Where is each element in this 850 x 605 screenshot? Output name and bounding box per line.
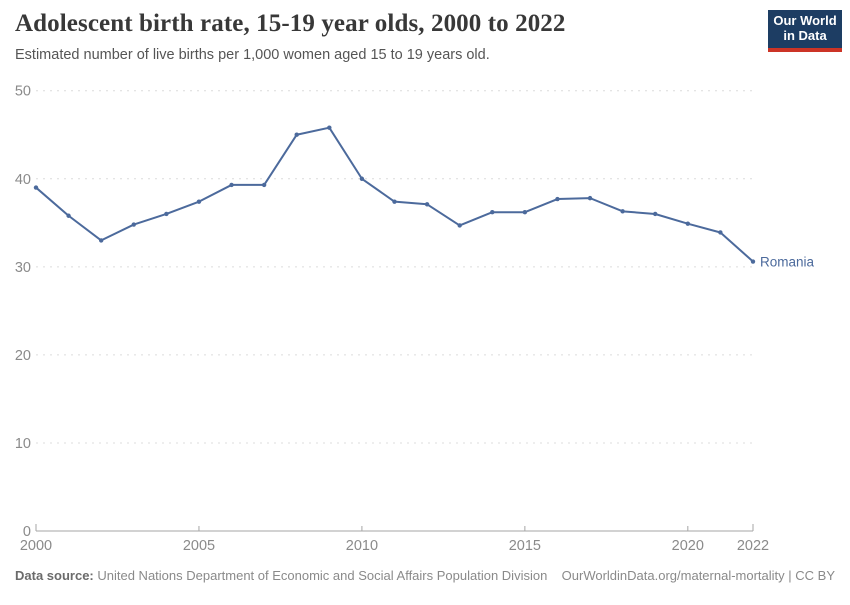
data-point[interactable] (457, 223, 462, 228)
series-label-romania[interactable]: Romania (760, 255, 815, 270)
chart-title: Adolescent birth rate, 15-19 year olds, … (15, 10, 566, 37)
attribution: OurWorldinData.org/maternal-mortality | … (561, 568, 835, 583)
data-point[interactable] (392, 199, 397, 204)
x-tick-label: 2022 (737, 538, 769, 554)
x-tick-label: 2010 (346, 538, 378, 554)
data-point[interactable] (718, 230, 723, 235)
data-point[interactable] (66, 213, 71, 218)
y-tick-label: 50 (15, 84, 31, 100)
data-point[interactable] (98, 238, 104, 243)
data-point[interactable] (196, 199, 202, 204)
data-point[interactable] (33, 185, 39, 190)
owid-logo-line2: in Data (783, 28, 827, 43)
data-source: Data source: United Nations Department o… (15, 568, 547, 583)
data-point[interactable] (261, 182, 267, 188)
y-tick-label: 30 (15, 260, 31, 276)
data-point[interactable] (229, 182, 234, 188)
series-line-romania[interactable] (35, 126, 754, 263)
data-point[interactable] (522, 210, 528, 215)
chart-footer: Data source: United Nations Department o… (15, 568, 835, 583)
data-source-text: United Nations Department of Economic an… (93, 568, 548, 583)
x-tick-label: 2005 (183, 538, 215, 554)
data-point[interactable] (294, 132, 299, 137)
owid-logo-line1: Our World (773, 13, 837, 29)
x-tick-label: 2000 (20, 538, 52, 554)
data-point[interactable] (653, 211, 658, 217)
x-tick-label: 2015 (509, 538, 541, 554)
data-point[interactable] (164, 211, 169, 217)
x-tick-label: 2020 (672, 538, 704, 554)
y-tick-label: 20 (15, 348, 31, 364)
data-point[interactable] (620, 209, 625, 214)
chart-subtitle: Estimated number of live births per 1,00… (15, 47, 490, 63)
data-point[interactable] (750, 259, 756, 264)
data-point[interactable] (424, 202, 430, 207)
y-tick-label: 0 (23, 524, 31, 540)
data-point[interactable] (555, 196, 560, 202)
data-point[interactable] (327, 125, 332, 130)
owid-logo[interactable]: Our World in Data (768, 10, 842, 52)
data-point[interactable] (359, 176, 365, 181)
y-tick-label: 10 (15, 436, 31, 452)
y-tick-label: 40 (15, 172, 31, 188)
data-point[interactable] (587, 195, 593, 201)
data-point[interactable] (131, 222, 136, 227)
data-point[interactable] (490, 210, 495, 215)
chart-header: Adolescent birth rate, 15-19 year olds, … (15, 10, 755, 63)
data-point[interactable] (685, 221, 691, 226)
data-source-label: Data source: (15, 568, 94, 583)
